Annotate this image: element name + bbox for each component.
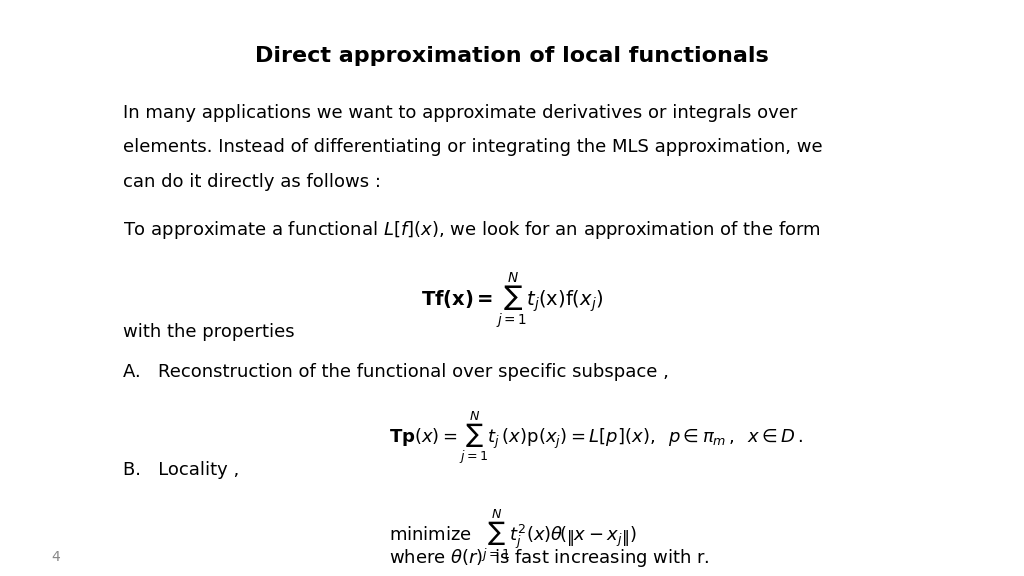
Text: elements. Instead of differentiating or integrating the MLS approximation, we: elements. Instead of differentiating or … bbox=[123, 138, 822, 156]
Text: $\mathbf{T}\mathbf{p}(x)= \sum_{j=1}^{N} t_j\,(x)\mathrm{p}(x_j) = L[p](x),\;\; : $\mathbf{T}\mathbf{p}(x)= \sum_{j=1}^{N}… bbox=[389, 409, 804, 466]
Text: Direct approximation of local functionals: Direct approximation of local functional… bbox=[255, 46, 769, 66]
Text: In many applications we want to approximate derivatives or integrals over: In many applications we want to approxim… bbox=[123, 104, 798, 122]
Text: A.   Reconstruction of the functional over specific subspace ,: A. Reconstruction of the functional over… bbox=[123, 363, 669, 381]
Text: To approximate a functional $L[f](x)$, we look for an approximation of the form: To approximate a functional $L[f](x)$, w… bbox=[123, 219, 820, 241]
Text: 4: 4 bbox=[51, 551, 60, 564]
Text: minimize  $\sum_{j=1}^{N} t_j^2(x)\theta\!\left(\left\|x - x_j\right\|\right)$: minimize $\sum_{j=1}^{N} t_j^2(x)\theta\… bbox=[389, 507, 637, 564]
Text: B.   Locality ,: B. Locality , bbox=[123, 461, 240, 479]
Text: $\mathbf{T}$$\mathbf{f}$$\mathbf{(x)=}$$\sum_{j=1}^{N} t_j(\mathrm{x})\mathrm{f}: $\mathbf{T}$$\mathbf{f}$$\mathbf{(x)=}$$… bbox=[421, 271, 603, 331]
Text: can do it directly as follows :: can do it directly as follows : bbox=[123, 173, 381, 191]
Text: with the properties: with the properties bbox=[123, 323, 295, 340]
Text: where $\theta(r)$  is fast increasing with r.: where $\theta(r)$ is fast increasing wit… bbox=[389, 547, 710, 569]
